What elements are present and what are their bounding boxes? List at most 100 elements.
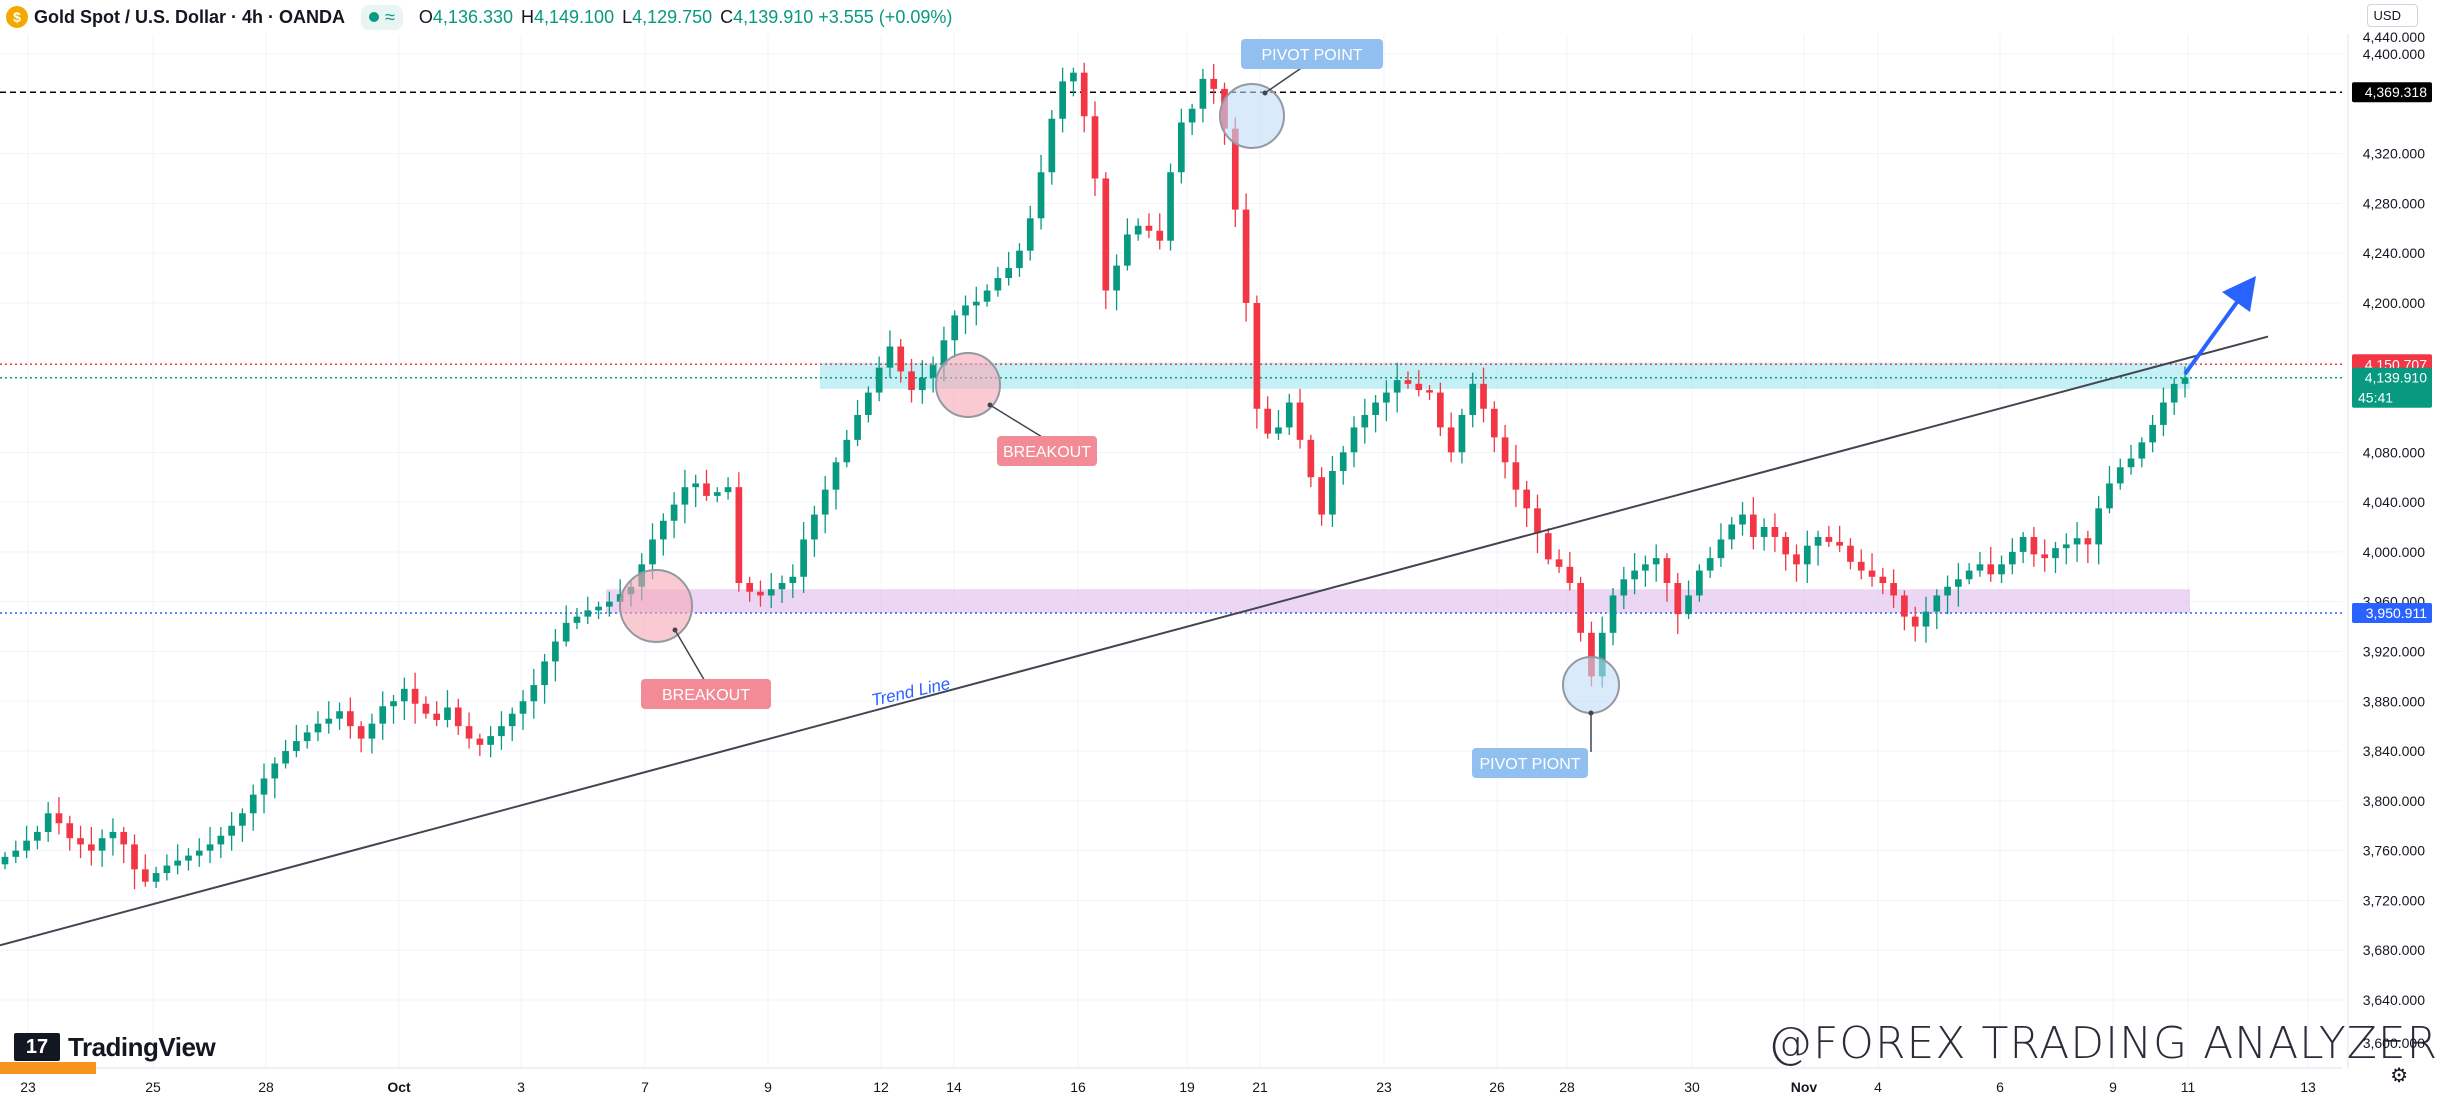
candle-body	[552, 641, 559, 662]
candle-body	[746, 583, 753, 592]
candle-body	[918, 377, 926, 391]
candle-body	[1998, 564, 2005, 575]
resistance-support-zone	[820, 362, 2190, 389]
candle-body	[951, 315, 959, 341]
x-tick-label: 23	[1376, 1079, 1392, 1095]
up-arrow-icon	[2183, 276, 2256, 376]
candle-body	[1944, 586, 1951, 596]
candle-body	[1210, 78, 1218, 89]
x-tick-label: Nov	[1791, 1079, 1818, 1095]
candle-body	[1901, 595, 1908, 617]
candle-body	[1814, 536, 1822, 546]
candle-body	[66, 823, 74, 839]
x-tick-label: Oct	[387, 1079, 411, 1095]
candle-body	[390, 701, 397, 707]
y-axis: 3,640.000 3,680.000 3,720.000 3,760.000 3,80…	[2347, 29, 2432, 1068]
candle-body	[1501, 437, 1509, 463]
candle-body	[983, 290, 991, 302]
candle-body	[1307, 439, 1315, 478]
pivot-circle	[1562, 656, 1620, 714]
candle-body	[1534, 508, 1541, 534]
y-tick-label: 3,640.000	[2363, 992, 2425, 1008]
tv-logo-text: TradingView	[68, 1031, 216, 1062]
candle-body	[778, 583, 786, 590]
candle-body	[1717, 539, 1725, 559]
candle-body	[1, 856, 9, 865]
x-tick-label: 25	[145, 1079, 161, 1095]
candle-body	[131, 844, 138, 870]
candle-body	[325, 718, 333, 724]
candle-body	[865, 392, 872, 415]
candle-body	[2181, 377, 2189, 384]
candle-body	[1598, 632, 1606, 677]
candle-body	[508, 713, 516, 727]
candle-body	[368, 723, 376, 739]
candle-body	[1415, 383, 1423, 391]
candle-body	[2149, 424, 2156, 443]
candle-body	[422, 703, 430, 714]
candle-body	[454, 707, 462, 727]
breakout-circle	[935, 352, 1001, 418]
candle-body	[1847, 545, 1854, 562]
candle-body	[1631, 570, 1638, 580]
y-tick-label: 4,280.000	[2363, 195, 2425, 211]
annotations: BREAKOUT BREAKOUT PIVOT POINT PIVOT PIONT	[619, 39, 2256, 778]
candle-body	[1652, 558, 1660, 565]
arrow-head	[2222, 276, 2256, 312]
candle-body	[1512, 462, 1520, 490]
breakout-anchor-dot	[672, 627, 678, 633]
candle-body	[649, 539, 656, 565]
pivot-anchor-dot	[1588, 710, 1594, 716]
candle-body	[336, 711, 343, 719]
symbol-title[interactable]: Gold Spot / U.S. Dollar · 4h · OANDA	[34, 6, 346, 27]
candle-body	[206, 844, 214, 851]
candle-body	[1037, 172, 1045, 219]
candle-body	[994, 278, 1002, 291]
gear-icon[interactable]: ⚙	[2390, 1065, 2408, 1087]
candle-body	[239, 813, 246, 826]
candle-body	[1879, 576, 1887, 584]
currency-selector[interactable]: USD	[2366, 4, 2418, 27]
candle-body	[23, 840, 30, 851]
candle-body	[293, 741, 300, 752]
price-label: 3,950.911	[2366, 605, 2427, 621]
candle-body	[1642, 564, 1649, 571]
candle-body	[400, 688, 408, 702]
x-tick-label: 21	[1252, 1079, 1268, 1095]
logo-accent-bar	[0, 1062, 96, 1074]
breakout-label-box	[997, 436, 1097, 466]
horizontal-lines	[0, 91, 2342, 614]
x-tick-label: 30	[1684, 1079, 1700, 1095]
candle-body	[487, 736, 494, 745]
candle-body	[87, 844, 95, 851]
candle-body	[141, 869, 149, 882]
chart-header: $ Gold Spot / U.S. Dollar · 4h · OANDA ≈…	[0, 0, 958, 34]
y-tick-label-partial: 3,600.000	[2363, 1035, 2425, 1051]
candle-body	[12, 850, 20, 857]
candle-body	[530, 685, 538, 702]
gold-coin-icon[interactable]: $	[6, 6, 28, 28]
zones	[606, 362, 2190, 613]
candle-body	[379, 706, 387, 724]
compare-icon: ≈	[385, 6, 395, 27]
candle-body	[357, 726, 365, 739]
candle-body	[1458, 414, 1466, 453]
market-status-pill[interactable]: ≈	[361, 4, 403, 30]
candle-body	[314, 723, 322, 733]
candle-body	[34, 831, 41, 841]
y-tick-label: 4,080.000	[2363, 444, 2425, 460]
candle-body	[282, 751, 289, 764]
candle-body	[2106, 483, 2113, 509]
tradingview-logo[interactable]: 17 TradingView	[0, 1030, 216, 1064]
candle-body	[854, 414, 861, 440]
candle-body	[767, 589, 775, 596]
candle-body	[1696, 570, 1703, 596]
candle-body	[1803, 545, 1811, 565]
candle-body	[1318, 477, 1325, 515]
price-label-box	[2352, 367, 2432, 408]
tv-mark-icon: 17	[14, 1033, 60, 1061]
candle-body	[2170, 383, 2178, 403]
candle-body	[832, 462, 840, 490]
candle-body	[757, 591, 764, 596]
